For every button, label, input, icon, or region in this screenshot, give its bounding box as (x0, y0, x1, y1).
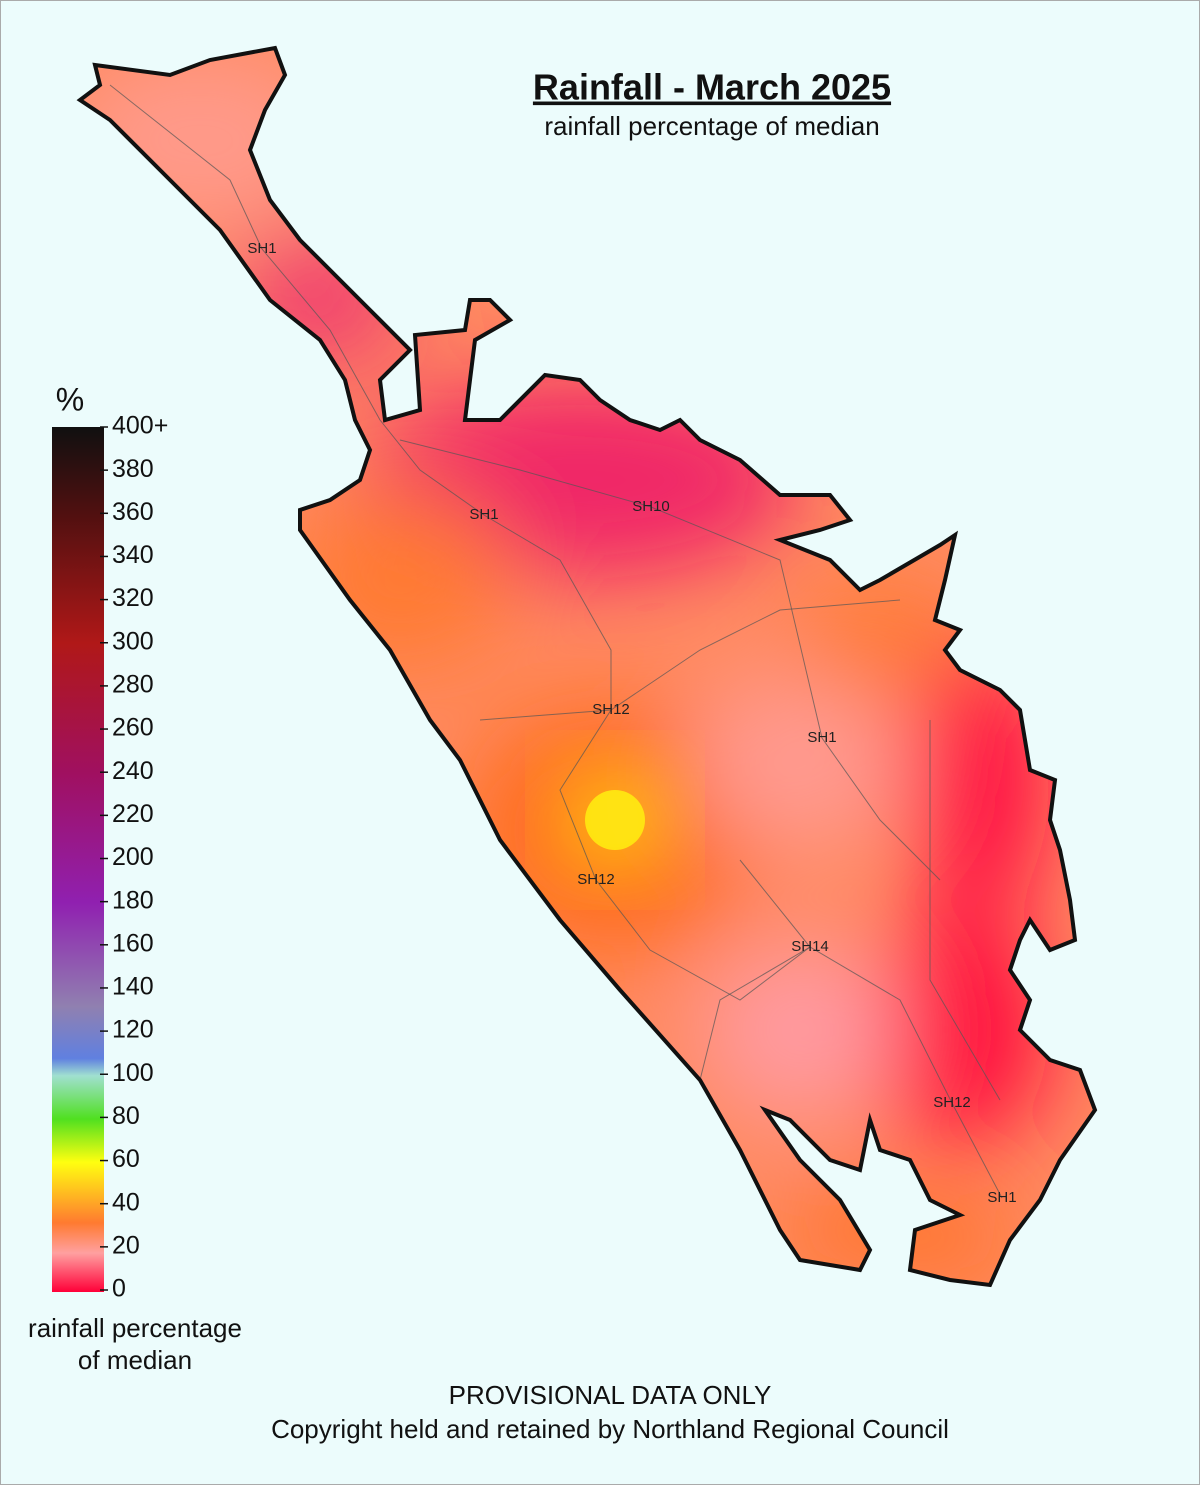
tick-label: 160 (112, 929, 154, 957)
colorbar-ticks: 0 20 40 60 80 100 120 140 160 180 200 220 240 260 280 3… (100, 412, 168, 1303)
tick-label: 280 (112, 671, 154, 699)
tick-label: 360 (112, 498, 154, 526)
road-label: SH12 (577, 871, 615, 888)
tick-label: 0 (112, 1275, 126, 1303)
tick-label: 20 (112, 1231, 140, 1259)
subtitle: rainfall percentage of median (544, 111, 879, 141)
tick-label: 180 (112, 886, 154, 914)
legend-unit: % (56, 381, 84, 417)
road-label: SH1 (807, 729, 836, 746)
tick-label: 400+ (112, 412, 168, 440)
tick-label: 260 (112, 714, 154, 742)
title: Rainfall - March 2025 (533, 67, 891, 108)
tick-label: 100 (112, 1059, 154, 1087)
road-label: SH1 (469, 506, 498, 523)
tick-label: 40 (112, 1188, 140, 1216)
tick-label: 240 (112, 757, 154, 785)
footer: Copyright held and retained by Northland… (271, 1414, 949, 1444)
legend-caption: rainfall percentage (28, 1313, 242, 1343)
tick-label: 380 (112, 455, 154, 483)
tick-label: 60 (112, 1145, 140, 1173)
road-label: SH12 (933, 1094, 971, 1111)
road-label: SH1 (987, 1189, 1016, 1206)
legend-caption: of median (78, 1345, 192, 1375)
road-label: SH12 (592, 701, 630, 718)
tick-label: 80 (112, 1102, 140, 1130)
road-label: SH1 (247, 240, 276, 257)
tick-label: 220 (112, 800, 154, 828)
tick-label: 140 (112, 973, 154, 1001)
tick-label: 200 (112, 843, 154, 871)
colorbar (52, 427, 104, 1292)
road-labels: SH1 SH1 SH10 SH12 SH1 SH12 SH14 SH12 SH1 (247, 240, 1016, 1206)
tick-label: 340 (112, 541, 154, 569)
tick-label: 300 (112, 627, 154, 655)
road-label: SH14 (791, 938, 829, 955)
footer: PROVISIONAL DATA ONLY (449, 1380, 772, 1410)
road-label: SH10 (632, 498, 670, 515)
tick-label: 320 (112, 584, 154, 612)
tick-label: 120 (112, 1016, 154, 1044)
